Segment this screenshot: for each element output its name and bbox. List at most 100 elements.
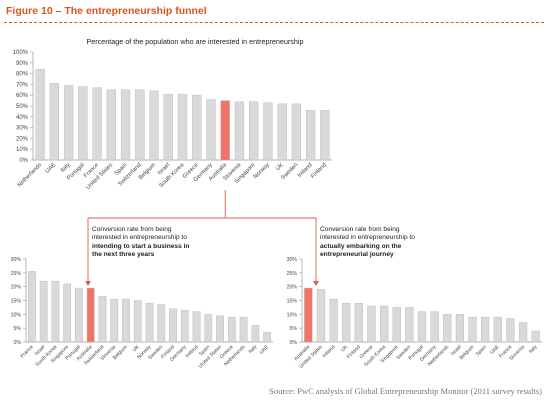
main-bar-france [92,87,102,161]
intention-bar-netherlands [239,316,248,343]
intention-bar-uk [133,300,142,343]
intention-bar-sweden [157,304,166,343]
intention-bar-norway [145,303,154,343]
main-category-label: Netherlands [17,162,43,188]
title-divider [4,22,544,23]
main-bar-singapore [249,101,259,161]
main-bar-portugal [78,86,88,161]
embarking-ytick-label: 5% [290,326,298,332]
intention-ytick-label: 30% [11,257,22,263]
intention-ytick-label: 5% [14,326,22,332]
main-ytick-label: 10% [16,147,29,153]
embarking-bar-uk [342,303,351,343]
main-bar-united-states [106,89,116,161]
main-category-label: Norway [253,162,271,180]
intention-ytick-label: 20% [11,285,22,291]
embarking-bar-israel [455,314,465,343]
intention-ytick-label: 10% [11,312,22,318]
intention-bar-greece [227,316,236,343]
embarking-bar-ireland [329,298,338,343]
embarking-ytick-label: 25% [287,271,298,277]
intention-ytick-label: 0% [14,340,22,346]
intention-category-label: Ireland [184,344,199,359]
intention-bar-ireland [192,311,201,343]
main-ytick-label: 40% [16,115,29,121]
embarking-bar-france [506,318,515,343]
embarking-category-label: Ireland [321,344,336,359]
intention-bar-finland [169,308,177,343]
intention-bar-uae [263,332,271,343]
embarking-ytick-label: 10% [287,312,298,318]
embarking-bar-spain [481,316,490,343]
main-ytick-label: 70% [16,82,29,88]
main-category-label: UAE [45,162,58,175]
intention-category-label: France [20,344,35,359]
callout-embarking: Conversion rate from being interested in… [320,226,415,259]
main-bar-ireland [306,110,316,161]
embarking-bar-united-states [316,289,326,343]
embarking-bar-uae [493,316,502,343]
intention-category-label: UK [131,344,141,354]
embarking-category-label: Italy [528,344,539,355]
main-ytick-label: 100% [13,50,29,56]
main-bar-finland [320,110,330,161]
main-bar-australia [220,100,230,161]
main-bar-uk [277,103,287,161]
intention-bar-switzerland [98,296,107,343]
embarking-category-label: UAE [489,344,501,356]
main-bar-slovenia [234,101,245,161]
main-bar-south-korea [177,93,188,161]
source-note: Source: PwC analysis of Global Entrepren… [269,386,542,396]
intention-category-label: UAE [259,344,271,356]
main-category-label: Italy [60,162,72,174]
embarking-ytick-label: 0% [290,340,298,346]
callout-intention: Conversion rate from being interested in… [92,226,190,259]
embarking-ytick-label: 15% [287,299,298,305]
intention-bar-australia [86,287,95,343]
main-ytick-label: 20% [16,136,29,142]
intention-bar-south-korea [51,280,60,343]
main-category-label: Finland [310,162,328,180]
embarking-bar-slovenia [518,322,528,343]
embarking-bar-singapore [392,307,401,343]
intention-bar-belgium [122,298,130,343]
embarking-bar-australia [304,287,313,343]
embarking-bar-sweden [405,307,414,343]
intention-bar-singapore [63,283,72,343]
main-ytick-label: 30% [16,126,29,132]
embarking-bar-italy [531,330,540,343]
main-bar-italy [63,85,74,161]
main-bar-belgium [149,90,159,161]
embarking-bar-portugal [417,311,427,343]
embarking-ytick-label: 20% [287,285,298,291]
main-ytick-label: 50% [16,104,29,110]
main-ytick-label: 0% [19,158,28,164]
intention-bar-germany [180,309,189,343]
embarking-bar-south-korea [379,305,389,343]
intention-bar-spain [204,314,213,343]
main-bar-switzerland [135,89,145,161]
main-bar-spain [120,89,131,161]
main-bar-netherlands [35,69,45,161]
embarking-bar-germany [430,311,439,343]
main-ytick-label: 80% [16,72,29,78]
main-category-label: UK [275,162,285,172]
intention-bar-united-states [216,315,224,343]
intention-ytick-label: 15% [11,299,22,305]
main-ytick-label: 90% [16,61,29,67]
intention-bar-slovenia [110,298,119,343]
main-bar-norway [263,102,273,161]
main-bar-israel [163,93,173,161]
main-bar-uae [49,83,59,161]
embarking-ytick-label: 30% [287,257,298,263]
intention-bar-france [28,271,36,343]
embarking-category-label: Spain [475,344,488,357]
embarking-bar-netherlands [443,314,452,343]
intention-category-label: Italy [248,344,259,355]
embarking-bar-belgium [468,316,477,343]
intention-bar-portugal [75,287,83,343]
figure-title: Figure 10 – The entrepreneurship funnel [6,5,207,17]
intention-bar-israel [39,280,48,343]
funnel-arrow-left [85,281,91,286]
embarking-bar-greece [367,305,376,343]
